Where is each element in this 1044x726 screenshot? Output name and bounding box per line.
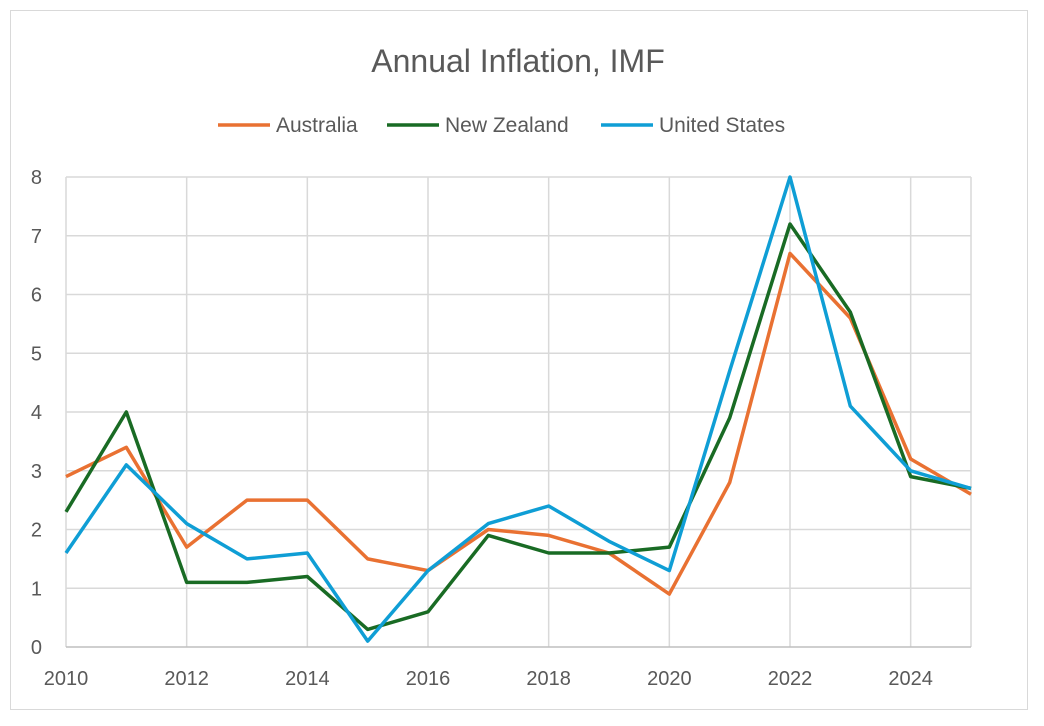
legend-item-new-zealand: New Zealand [387, 114, 569, 137]
series-line-new-zealand [64, 222, 972, 632]
y-tick-label: 3 [31, 461, 42, 483]
legend-item-united-states: United States [601, 114, 785, 137]
y-tick-label: 0 [31, 637, 42, 659]
series-lines [64, 175, 972, 643]
chart-area [10, 10, 1028, 710]
x-tick-label: 2020 [647, 668, 692, 690]
y-axis-ticks: 0 1 2 3 4 5 6 7 8 [31, 167, 42, 659]
series-line-united-states [64, 175, 972, 643]
x-tick-label: 2024 [888, 668, 933, 690]
x-tick-label: 2014 [285, 668, 330, 690]
legend-label: United States [659, 114, 785, 137]
x-tick-label: 2012 [164, 668, 209, 690]
x-tick-label: 2016 [406, 668, 451, 690]
y-tick-label: 6 [31, 285, 42, 307]
y-tick-label: 8 [31, 167, 42, 189]
x-tick-label: 2022 [768, 668, 813, 690]
y-tick-label: 2 [31, 520, 42, 542]
legend: Australia New Zealand United States [218, 114, 785, 137]
y-tick-label: 5 [31, 343, 42, 365]
x-axis-ticks: 2010 2012 2014 2016 2018 2020 2022 2024 [44, 668, 933, 690]
x-tick-label: 2010 [44, 668, 89, 690]
legend-label: New Zealand [445, 114, 569, 137]
gridlines [65, 176, 972, 648]
legend-item-australia: Australia [218, 114, 358, 137]
chart-title: Annual Inflation, IMF [371, 43, 664, 79]
y-tick-label: 1 [31, 578, 42, 600]
x-tick-label: 2018 [526, 668, 571, 690]
y-tick-label: 4 [31, 402, 42, 424]
y-tick-label: 7 [31, 226, 42, 248]
legend-label: Australia [276, 114, 358, 137]
